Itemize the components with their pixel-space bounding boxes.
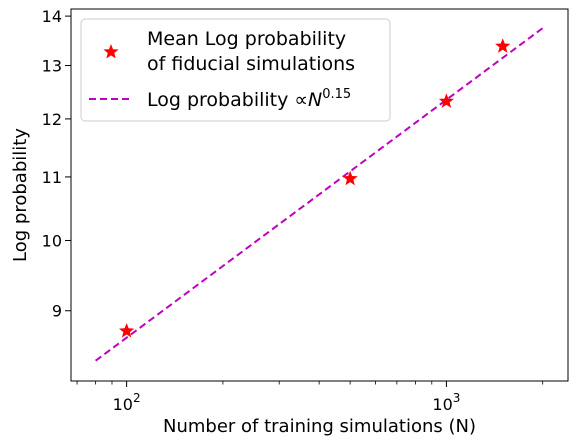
legend-label-markers-line2: of fiducial simulations (147, 53, 355, 75)
star-marker (438, 93, 455, 108)
legend: Mean Log probability of fiducial simulat… (80, 18, 391, 122)
y-tick-label: 12 (42, 110, 62, 129)
x-tick-label: 103 (432, 391, 460, 414)
y-tick-label: 11 (42, 168, 62, 187)
legend-label-markers-line1: Mean Log probability (147, 28, 346, 50)
fit-line (95, 27, 544, 362)
star-marker (342, 170, 358, 186)
legend-fit-base: N (308, 89, 322, 111)
y-axis-ticks: 9 10 11 12 13 14 (42, 7, 71, 321)
x-tick-label: 102 (113, 391, 141, 414)
star-marker (119, 323, 135, 338)
y-tick-label: 13 (42, 57, 62, 76)
star-marker (495, 38, 511, 53)
y-tick-label: 9 (52, 302, 62, 321)
series-layer (95, 27, 544, 362)
legend-box (80, 18, 391, 122)
x-axis-ticks: 102 103 (113, 381, 460, 414)
x-axis-title: Number of training simulations (N) (163, 416, 476, 437)
y-tick-label: 10 (42, 231, 62, 250)
legend-fit-exponent: 0.15 (322, 87, 351, 102)
y-tick-label: 14 (42, 7, 62, 26)
legend-star-marker (103, 44, 119, 59)
legend-label-fit-line: Log probability ∝N0.15 (147, 87, 351, 111)
legend-fit-prefix: Log probability ∝ (147, 89, 308, 111)
y-axis-title: Log probability (10, 128, 31, 262)
minor-ticks (76, 381, 544, 385)
